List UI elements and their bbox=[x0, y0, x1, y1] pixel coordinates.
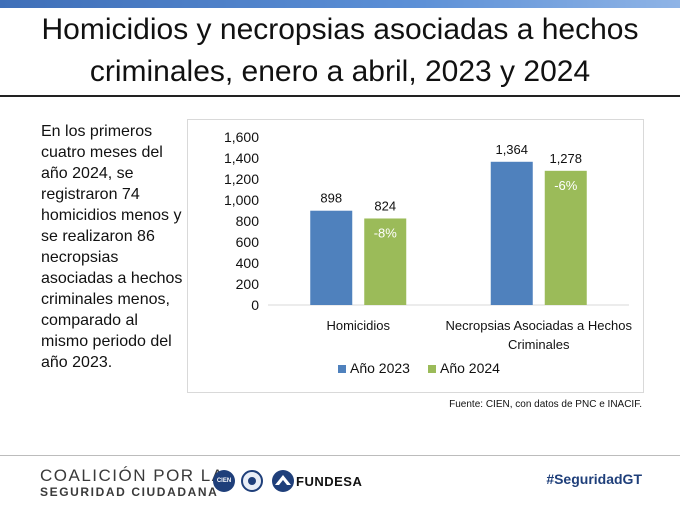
hashtag-label: #SeguridadGT bbox=[546, 471, 642, 487]
page-title: Homicidios y necropsias asociadas a hech… bbox=[41, 13, 639, 88]
y-tick-label: 1,600 bbox=[224, 129, 259, 145]
bar-value-label: 824 bbox=[374, 198, 396, 213]
change-annotation: -8% bbox=[374, 225, 398, 240]
bar bbox=[490, 161, 533, 305]
y-tick-label: 200 bbox=[236, 276, 260, 292]
top-accent-bar bbox=[0, 0, 680, 8]
legend-label: Año 2024 bbox=[440, 360, 500, 376]
footer-divider bbox=[0, 455, 680, 456]
bar bbox=[310, 210, 353, 305]
fundesa-logo-icon bbox=[272, 470, 294, 492]
bar bbox=[364, 218, 407, 305]
y-tick-label: 800 bbox=[236, 213, 260, 229]
seal-logo bbox=[241, 470, 263, 492]
bar-chart: 0 200 400 600 800 1,000 1,200 1,400 1,600 898 824 -… bbox=[224, 129, 633, 376]
y-tick-label: 1,400 bbox=[224, 150, 259, 166]
bar-value-label: 898 bbox=[320, 191, 342, 206]
bar-value-label: 1,364 bbox=[495, 142, 528, 157]
chart-container: 0 200 400 600 800 1,000 1,200 1,400 1,600 898 824 -… bbox=[187, 119, 644, 393]
change-annotation: -6% bbox=[554, 178, 578, 193]
fundesa-logo-text: FUNDESA bbox=[296, 474, 363, 489]
org-name-line2: SEGURIDAD CIUDADANA bbox=[40, 485, 219, 499]
legend-swatch bbox=[338, 365, 346, 373]
legend-label: Año 2023 bbox=[350, 360, 410, 376]
legend-swatch bbox=[428, 365, 436, 373]
x-category-label: Necropsias Asociadas a Hechos bbox=[446, 318, 633, 333]
org-name-line1: COALICIÓN POR LA bbox=[40, 466, 225, 485]
bar-value-label: 1,278 bbox=[549, 151, 582, 166]
y-tick-label: 600 bbox=[236, 234, 260, 250]
y-tick-label: 400 bbox=[236, 255, 260, 271]
summary-text: En los primeros cuatro meses del año 202… bbox=[41, 123, 183, 371]
y-tick-label: 1,200 bbox=[224, 171, 259, 187]
title-divider bbox=[0, 95, 680, 97]
y-tick-label: 1,000 bbox=[224, 192, 259, 208]
x-category-label: Homicidios bbox=[326, 318, 390, 333]
source-note: Fuente: CIEN, con datos de PNC e INACIF. bbox=[449, 399, 642, 410]
bar bbox=[544, 170, 587, 305]
y-tick-label: 0 bbox=[251, 297, 259, 313]
cien-logo: CIEN bbox=[213, 470, 235, 492]
x-category-label: Criminales bbox=[508, 337, 570, 352]
